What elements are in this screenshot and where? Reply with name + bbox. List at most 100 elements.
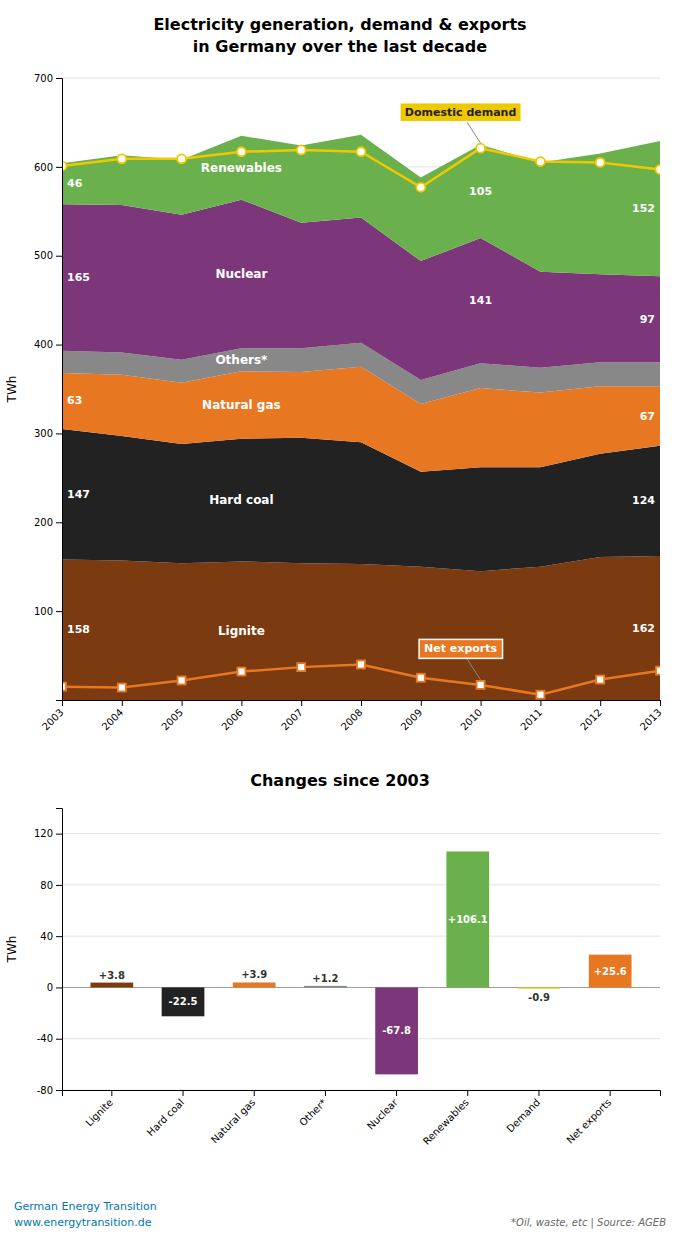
- tick-mark: [660, 700, 661, 706]
- tick-mark: [62, 700, 63, 706]
- tick-label: 700: [34, 73, 53, 84]
- labels: Lignite158162Hard coal147124Natural gas6…: [67, 103, 655, 680]
- tick-label: Net exports: [564, 1097, 613, 1146]
- bar: [304, 986, 347, 988]
- subtitle: in Germany over the last decade: [193, 37, 487, 56]
- marker: [237, 147, 246, 156]
- grid: [62, 78, 660, 611]
- marker: [297, 663, 305, 671]
- tick-label: Natural gas: [209, 1097, 258, 1146]
- chart: Changes since 2003+3.8-22.5+3.9+1.2-67.8…: [5, 771, 666, 1229]
- data-label: 97: [640, 313, 655, 326]
- tick-mark: [56, 834, 62, 835]
- callout: Net exports: [419, 639, 502, 658]
- tick-mark: [56, 167, 62, 168]
- area: [62, 556, 660, 700]
- y-axis: -80-4004080120: [34, 809, 63, 1096]
- y-axis-title: TWh: [5, 936, 19, 964]
- tick-label: 2008: [339, 707, 365, 733]
- tick-label: 0: [47, 982, 53, 993]
- data-label: -67.8: [382, 1025, 411, 1036]
- figure: Electricity generation, demand & exports…: [0, 0, 680, 1240]
- tick-mark: [325, 1090, 326, 1096]
- tick: 2003: [40, 700, 66, 732]
- marker: [476, 144, 485, 153]
- tick-mark: [56, 522, 62, 523]
- x-axis: 2003200420052006200720082009201020112012…: [40, 700, 664, 732]
- tick-label: 100: [34, 606, 53, 617]
- tick-mark: [56, 256, 62, 257]
- data-label: 147: [67, 488, 90, 501]
- tick: 0: [47, 982, 62, 993]
- tick: 300: [34, 428, 62, 439]
- tick-label: 2005: [160, 707, 186, 733]
- plot-area: [90, 851, 631, 1074]
- callout-box: [400, 103, 521, 122]
- tick-mark: [254, 1090, 255, 1096]
- title: Changes since 2003: [250, 771, 430, 790]
- tick-label: Renewables: [421, 1097, 471, 1147]
- y-axis-title: TWh: [5, 376, 19, 404]
- axis-line: [63, 1091, 661, 1097]
- tick-label: 80: [40, 880, 53, 891]
- tick-label: 2009: [399, 707, 425, 733]
- footnote: German Energy Transition: [14, 1200, 157, 1213]
- area-label: Natural gas: [202, 398, 281, 412]
- area-label: Nuclear: [215, 267, 267, 281]
- tick-mark: [56, 433, 62, 434]
- tick-mark: [241, 700, 242, 706]
- marker: [357, 660, 365, 668]
- tick-label: 2004: [100, 707, 126, 733]
- tick-label: 600: [34, 162, 53, 173]
- data-label: +3.8: [99, 970, 125, 981]
- tick-label: Lignite: [83, 1097, 115, 1129]
- data-label: 105: [469, 185, 492, 198]
- marker: [536, 691, 544, 699]
- marker: [656, 165, 661, 174]
- tick: Natural gas: [209, 1090, 258, 1145]
- bar: [518, 987, 561, 988]
- tick: 2010: [459, 700, 485, 732]
- tick-mark: [56, 936, 62, 937]
- tick: 2006: [219, 700, 245, 732]
- tick-mark: [481, 700, 482, 706]
- grid-line: [62, 936, 660, 937]
- tick-mark: [56, 1090, 62, 1091]
- marker: [416, 183, 425, 192]
- tick: Hard coal: [145, 1090, 186, 1138]
- bar: [446, 851, 489, 987]
- area-label: Others*: [215, 353, 268, 367]
- area: [62, 135, 660, 276]
- tick-label: 120: [34, 828, 53, 839]
- tick-label: Nuclear: [365, 1096, 401, 1132]
- bar: [90, 983, 133, 988]
- axis-line: [56, 79, 63, 701]
- tick-mark: [56, 611, 62, 612]
- data-label: -22.5: [169, 996, 198, 1007]
- grid-line: [62, 884, 660, 885]
- callout: Domestic demand: [400, 103, 521, 122]
- tick-label: 40: [40, 931, 53, 942]
- tick: 2012: [578, 700, 604, 732]
- tick-label: 2006: [219, 707, 245, 733]
- tick: 600: [34, 162, 62, 173]
- data-label: -0.9: [528, 992, 550, 1003]
- tick: Demand: [504, 1090, 542, 1134]
- tick-label: 500: [34, 250, 53, 261]
- tick-mark: [610, 1090, 611, 1096]
- line-label: Domestic demand: [405, 106, 516, 119]
- tick: 40: [40, 931, 62, 942]
- tick: -80: [37, 1085, 62, 1096]
- tick-mark: [56, 345, 62, 346]
- tick-mark: [538, 1090, 539, 1096]
- tick-label: 200: [34, 517, 53, 528]
- marker: [297, 145, 306, 154]
- tick-label: Demand: [504, 1097, 542, 1135]
- tick: 700: [34, 73, 62, 84]
- grid: [62, 834, 660, 1090]
- tick: 2009: [399, 700, 425, 732]
- tick: Renewables: [421, 1090, 471, 1147]
- tick-mark: [301, 700, 302, 706]
- x-axis: LigniteHard coalNatural gasOther*Nuclear…: [63, 1090, 661, 1147]
- tick: 2005: [160, 700, 186, 732]
